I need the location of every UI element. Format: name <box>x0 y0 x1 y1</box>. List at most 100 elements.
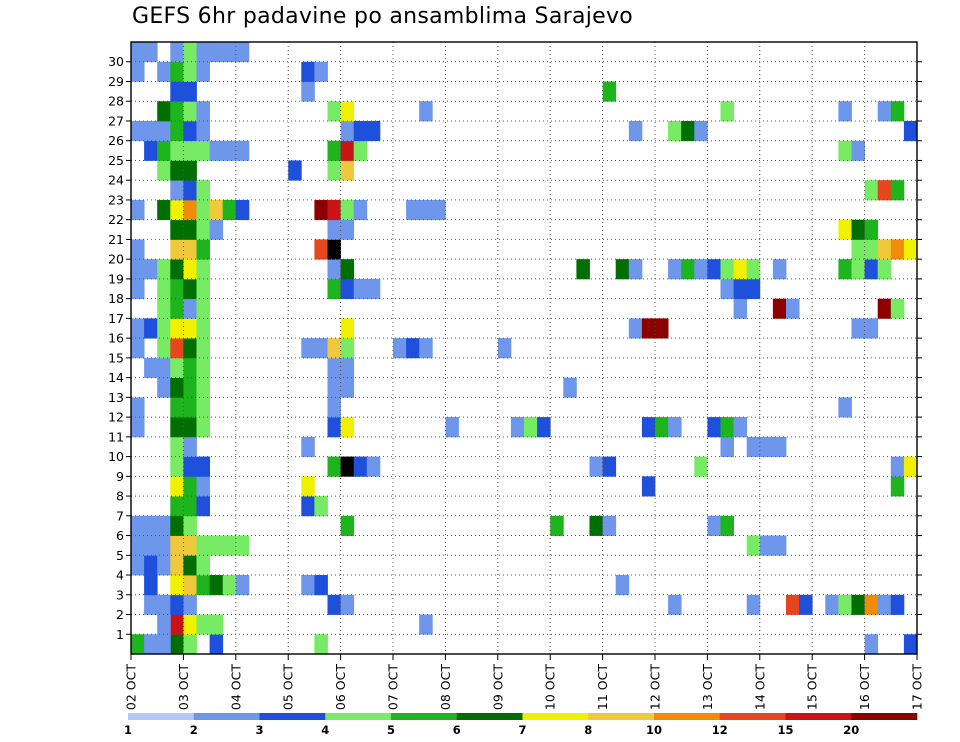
heatmap-cell <box>327 101 341 122</box>
heatmap-cell <box>157 318 171 339</box>
heatmap-cell <box>209 634 224 655</box>
heatmap-cell <box>890 180 905 201</box>
heatmap-cell <box>340 120 355 142</box>
y-tick-label: 11 <box>108 429 124 444</box>
heatmap-cell <box>157 101 171 122</box>
heatmap-cell <box>668 594 682 615</box>
heatmap-cell <box>144 594 158 615</box>
heatmap-cell <box>157 377 171 398</box>
heatmap-cell <box>196 476 210 497</box>
heatmap-cell <box>235 140 250 161</box>
heatmap-cell <box>746 535 761 556</box>
heatmap-cell <box>733 259 748 280</box>
heatmap-cell <box>890 594 905 615</box>
heatmap-cell <box>720 417 734 438</box>
heatmap-cell <box>314 61 328 82</box>
heatmap-cell <box>903 239 918 260</box>
heatmap-cell <box>196 61 210 82</box>
legend-label: 8 <box>584 723 592 737</box>
heatmap-cell <box>235 199 250 221</box>
heatmap-cell <box>157 634 171 655</box>
y-tick-label: 17 <box>108 311 124 326</box>
y-tick-label: 20 <box>108 252 124 267</box>
heatmap-cell <box>196 278 210 300</box>
x-tick-label: 03 OCT <box>176 664 191 710</box>
heatmap-cell <box>366 278 381 300</box>
x-tick-label: 06 OCT <box>333 664 348 710</box>
heatmap-cell <box>838 397 852 418</box>
heatmap-cell <box>131 318 145 339</box>
heatmap-cell <box>877 594 892 615</box>
heatmap-cell <box>131 634 145 655</box>
heatmap-cell <box>340 278 355 300</box>
heatmap-cell <box>157 614 171 635</box>
heatmap-cell <box>131 239 145 260</box>
heatmap-cell <box>340 160 355 181</box>
heatmap-cell <box>851 259 865 280</box>
heatmap-cell <box>235 535 250 556</box>
heatmap-cell <box>157 515 171 536</box>
heatmap-cell <box>196 496 210 517</box>
y-tick-label: 6 <box>116 528 124 543</box>
y-tick-label: 15 <box>108 350 124 365</box>
heatmap-cell <box>170 81 184 102</box>
heatmap-cell <box>314 634 328 655</box>
y-tick-label: 22 <box>108 212 124 227</box>
x-tick-label: 10 OCT <box>543 664 558 710</box>
heatmap-cell <box>641 476 656 497</box>
heatmap-cell <box>170 634 184 655</box>
heatmap-cells <box>131 42 918 655</box>
heatmap-cell <box>602 456 617 477</box>
heatmap-cell <box>183 140 197 161</box>
heatmap-cell <box>131 535 145 556</box>
heatmap-cell <box>890 298 905 319</box>
heatmap-cell <box>655 318 669 339</box>
heatmap-cell <box>196 338 210 359</box>
heatmap-cell <box>681 259 695 280</box>
heatmap-cell <box>183 594 197 615</box>
heatmap-cell <box>327 199 341 221</box>
heatmap-cell <box>170 575 184 596</box>
y-tick-label: 16 <box>108 331 124 346</box>
y-tick-label: 4 <box>116 568 124 583</box>
x-tick-label: 09 OCT <box>490 664 505 710</box>
heatmap-cell <box>353 278 368 300</box>
heatmap-cell <box>877 180 892 201</box>
heatmap-cell <box>851 239 865 260</box>
heatmap-cell <box>157 555 171 576</box>
heatmap-cell <box>183 575 197 596</box>
x-tick-label: 04 OCT <box>228 664 243 710</box>
heatmap-cell <box>340 417 355 438</box>
heatmap-cell <box>786 298 800 319</box>
heatmap-cell <box>170 180 184 201</box>
heatmap-cell <box>196 555 210 576</box>
heatmap-cell <box>301 476 315 497</box>
heatmap-cell <box>825 594 839 615</box>
heatmap-cell <box>170 219 184 240</box>
x-tick-label: 02 OCT <box>124 664 139 710</box>
heatmap-cell <box>864 634 879 655</box>
heatmap-cell <box>183 496 197 517</box>
y-tick-label: 9 <box>116 469 124 484</box>
heatmap-cell <box>340 259 355 280</box>
x-tick-label: 17 OCT <box>910 664 925 710</box>
heatmap-cell <box>144 634 158 655</box>
heatmap-cell <box>183 397 197 418</box>
heatmap-cell <box>183 377 197 398</box>
legend-label: 2 <box>190 723 198 737</box>
heatmap-cell <box>196 456 210 477</box>
heatmap-cell <box>314 496 328 517</box>
heatmap-cell <box>563 377 577 398</box>
heatmap-cell <box>655 417 669 438</box>
legend-swatch <box>522 713 589 720</box>
heatmap-cell <box>668 120 682 142</box>
heatmap-cell <box>838 140 852 161</box>
y-tick-label: 27 <box>108 113 124 128</box>
heatmap-cell <box>668 417 682 438</box>
heatmap-cell <box>144 535 158 556</box>
x-tick-label: 05 OCT <box>281 664 296 710</box>
heatmap-cell <box>772 298 787 319</box>
heatmap-cell <box>183 298 197 319</box>
heatmap-cell <box>327 338 341 359</box>
heatmap-cell <box>327 278 341 300</box>
